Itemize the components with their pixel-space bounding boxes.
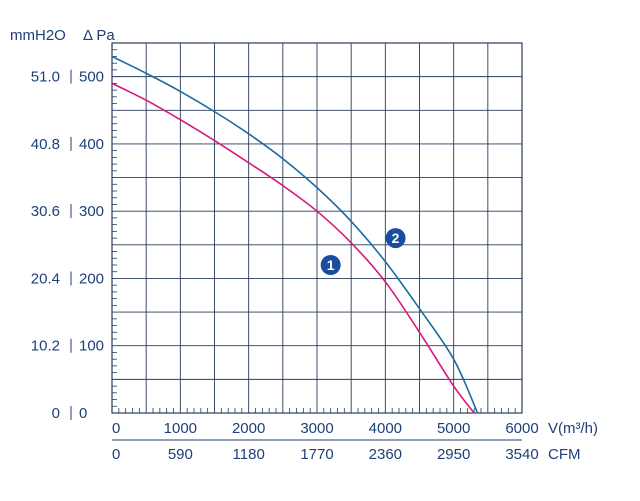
grid <box>111 42 523 414</box>
curve-marker-label: 2 <box>392 230 400 246</box>
y-tick-label-pa: 500 <box>79 69 104 86</box>
y-tick-label-pa: 300 <box>79 203 104 220</box>
x-tick-label-primary: 6000 <box>505 420 538 437</box>
y-unit-right-label: Δ Pa <box>83 27 115 44</box>
x-tick-label-secondary: 1770 <box>300 446 333 463</box>
x-tick-label-primary: 0 <box>112 420 120 437</box>
curve-marker-2: 2 <box>385 228 406 249</box>
y-unit-left-label: mmH2O <box>10 27 66 44</box>
curve-marker-1: 1 <box>320 255 341 275</box>
curve-marker-label: 1 <box>327 257 335 273</box>
y-tick-label-mmh2o: 51.0 <box>31 69 60 86</box>
x-tick-label-primary: 5000 <box>437 420 470 437</box>
x-tick-label-secondary: 0 <box>112 446 120 463</box>
y-tick-label-mmh2o: 20.4 <box>31 270 60 287</box>
y-tick-label-mmh2o: 10.2 <box>31 338 60 355</box>
x-tick-label-primary: 3000 <box>300 420 333 437</box>
y-tick-label-pa: 400 <box>79 136 104 153</box>
curve-marker-circle <box>385 228 406 249</box>
x-tick-label-secondary: 1180 <box>233 446 265 463</box>
series-line-1 <box>111 82 475 414</box>
x-tick-label-primary: 4000 <box>369 420 402 437</box>
plot-frame <box>111 42 523 414</box>
y-tick-label-mmh2o: 40.8 <box>31 136 60 153</box>
x-tick-label-secondary: 3540 <box>505 446 538 463</box>
curve-marker-circle <box>320 255 341 275</box>
y-tick-label-pa: 0 <box>79 405 87 422</box>
y-tick-label-mmh2o: 0 <box>52 405 60 422</box>
y-tick-label-mmh2o: 30.6 <box>31 203 60 220</box>
x-tick-label-secondary: 590 <box>168 446 193 463</box>
series-line-2 <box>111 55 479 414</box>
y-tick-label-pa: 200 <box>79 270 104 287</box>
x-tick-label-primary: 1000 <box>164 420 197 437</box>
y-tick-label-pa: 100 <box>79 338 104 355</box>
x-unit-bottom-label: CFM <box>548 446 581 463</box>
x-tick-label-secondary: 2950 <box>437 446 470 463</box>
x-tick-label-primary: 2000 <box>232 420 265 437</box>
x-tick-label-secondary: 2360 <box>369 446 402 463</box>
x-unit-top-label: V(m³/h) <box>548 420 598 437</box>
